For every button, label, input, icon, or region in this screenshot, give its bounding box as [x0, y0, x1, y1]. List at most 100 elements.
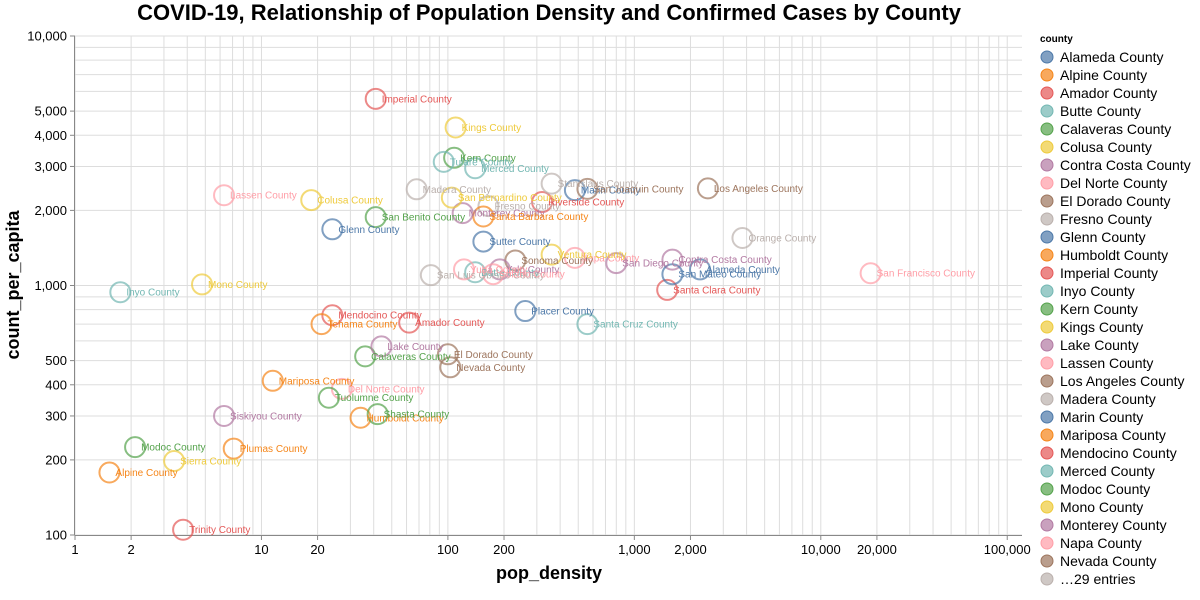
point-label: San Joaquin County — [593, 184, 683, 195]
point-label: Nevada County — [456, 363, 525, 374]
chart-title: COVID-19, Relationship of Population Den… — [137, 0, 962, 25]
data-point — [464, 157, 487, 180]
legend-symbol — [1040, 230, 1054, 244]
data-point — [124, 436, 147, 459]
y-tick-label: 300 — [45, 408, 67, 423]
data-points: Alameda County Alpine County Amador County… — [98, 87, 975, 541]
legend-symbol — [1040, 500, 1054, 514]
y-tick-label: 5,000 — [34, 104, 67, 119]
y-tick-label: 3,000 — [34, 159, 67, 174]
y-axis-title: count_per_capita — [3, 209, 23, 359]
point-label: Marin County — [581, 186, 640, 197]
point-label: Butte County — [481, 268, 539, 279]
legend-item-label: Contra Costa County — [1060, 157, 1191, 173]
legend-item-label: Inyo County — [1060, 283, 1135, 299]
data-point — [661, 248, 684, 271]
legend-symbol — [1040, 266, 1054, 280]
legend-symbol — [1040, 122, 1054, 136]
point-label: Mendocino County — [338, 311, 421, 322]
point-label: Monterey County — [469, 209, 545, 220]
legend-symbol — [1040, 518, 1054, 532]
data-point — [191, 273, 214, 296]
point-label: San Diego County — [622, 259, 703, 270]
point-label: Mariposa County — [279, 376, 355, 387]
data-point — [370, 335, 393, 358]
x-tick-label: 100 — [437, 542, 459, 557]
legend-item-label: Kings County — [1060, 319, 1143, 335]
x-tick-label: 100,000 — [984, 542, 1031, 557]
point-label: Los Angeles County — [714, 184, 803, 195]
point-label: Yolo County — [506, 265, 560, 276]
data-point — [514, 300, 537, 323]
legend-item-label: Napa County — [1060, 535, 1142, 551]
y-tick-label: 1,000 — [34, 278, 67, 293]
y-tick-label: 10,000 — [27, 29, 67, 44]
legend-symbol — [1040, 284, 1054, 298]
point-label: Alameda County — [706, 265, 780, 276]
data-point — [444, 116, 467, 139]
point-label: Yuba County — [470, 265, 527, 276]
data-point — [398, 311, 421, 334]
legend-symbol — [1040, 248, 1054, 262]
data-point — [261, 369, 284, 392]
data-point — [405, 178, 428, 201]
x-axis-title: pop_density — [496, 563, 602, 583]
legend-item-label: Los Angeles County — [1060, 373, 1185, 389]
legend-symbol — [1040, 554, 1054, 568]
data-point — [696, 177, 719, 200]
legend-item-label: Glenn County — [1060, 229, 1146, 245]
point-label: Fresno County — [494, 202, 560, 213]
point-label: Placer County — [531, 307, 594, 318]
legend-item-label: Madera County — [1060, 391, 1156, 407]
point-label: Contra Costa County — [678, 255, 771, 266]
y-tick-label: 2,000 — [34, 203, 67, 218]
point-label: El Dorado County — [454, 350, 533, 361]
data-point — [443, 146, 466, 169]
legend-item-label: Lake County — [1060, 337, 1139, 353]
legend-symbol — [1040, 446, 1054, 460]
point-label: Siskiyou County — [230, 411, 302, 422]
legend-item-label: El Dorado County — [1060, 193, 1171, 209]
point-label: San Francisco County — [877, 269, 975, 280]
data-point — [432, 150, 455, 173]
data-point — [464, 261, 487, 284]
data-point — [172, 518, 195, 541]
point-label: Inyo County — [126, 288, 179, 299]
x-tick-label: 10 — [254, 542, 268, 557]
legend: county Alameda County Alpine County Amador… — [1040, 34, 1191, 587]
data-point — [656, 278, 679, 301]
legend-more-entries: …29 entries — [1060, 571, 1135, 587]
data-point — [472, 205, 495, 228]
legend-symbol — [1040, 140, 1054, 154]
legend-symbol — [1040, 482, 1054, 496]
point-label: Humboldt County — [367, 413, 444, 424]
legend-symbol — [1040, 50, 1054, 64]
point-label: San Bernardino County — [458, 193, 562, 204]
legend-item-label: Amador County — [1060, 85, 1157, 101]
legend-item-label: Mariposa County — [1060, 427, 1166, 443]
data-point — [563, 179, 586, 202]
legend-symbol — [1040, 302, 1054, 316]
legend-item-label: Monterey County — [1060, 517, 1167, 533]
x-tick-label: 10,000 — [801, 542, 841, 557]
point-label: Sierra County — [180, 456, 241, 467]
legend-item-label: Alameda County — [1060, 49, 1164, 65]
data-point — [477, 195, 500, 218]
data-point — [364, 206, 387, 229]
y-tick-label: 200 — [45, 452, 67, 467]
y-axis: 100 200 300 400 500 1,000 2,000 3,000 4,000 5,000… — [27, 29, 75, 543]
legend-item-label: Modoc County — [1060, 481, 1150, 497]
point-label: Orange County — [748, 234, 816, 245]
legend-symbol — [1040, 392, 1054, 406]
legend-symbol — [1040, 158, 1054, 172]
point-label: Napa County — [581, 253, 639, 264]
point-label: Tulare County — [450, 157, 512, 168]
point-label: Solano County — [499, 270, 565, 281]
point-label: Stanislaus County — [558, 179, 639, 190]
legend-item-label: Humboldt County — [1060, 247, 1168, 263]
data-point — [452, 258, 475, 281]
point-label: Plumas County — [240, 444, 308, 455]
data-point — [689, 258, 712, 281]
legend-item-label: Marin County — [1060, 409, 1143, 425]
data-point — [576, 313, 599, 336]
